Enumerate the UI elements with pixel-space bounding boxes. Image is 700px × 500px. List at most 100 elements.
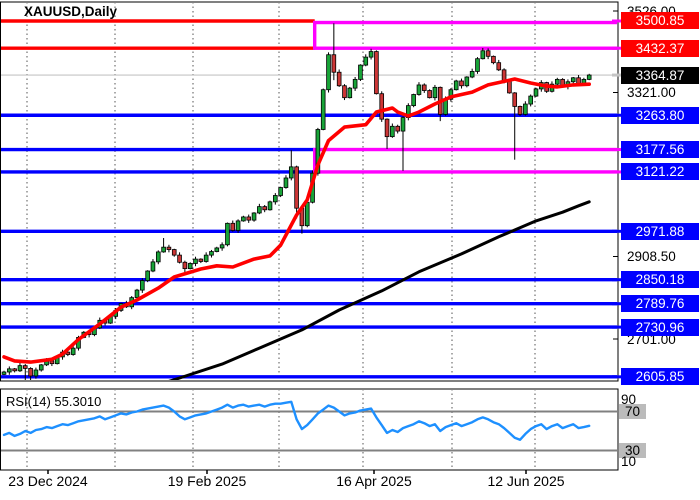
candle-bullish	[432, 86, 438, 99]
candle-bullish	[352, 78, 358, 89]
candle-bearish	[491, 55, 496, 64]
slow-ma-line	[168, 200, 591, 380]
candle-bearish	[246, 216, 252, 221]
price-badge: 3364.87	[621, 66, 699, 84]
symbol-timeframe-label: XAUUSD,Daily	[24, 4, 118, 19]
candle-bullish	[219, 244, 225, 249]
candle-bearish	[512, 92, 518, 107]
candle-bullish	[209, 251, 214, 256]
candle-bullish	[315, 129, 321, 174]
candle-bearish	[384, 118, 390, 138]
rsi-line	[2, 400, 591, 441]
candle-bullish	[278, 187, 283, 196]
price-axis-label: 2908.50	[627, 249, 676, 264]
candle-bullish	[453, 80, 459, 91]
candle-bullish	[203, 254, 209, 262]
candle-bearish	[177, 254, 182, 263]
candle-bearish	[395, 125, 400, 132]
candle-bearish	[12, 368, 17, 372]
candle-bullish	[469, 71, 475, 78]
candle-bullish	[326, 54, 331, 91]
candle-bullish	[475, 58, 480, 72]
candle-bullish	[480, 50, 486, 60]
candle-bullish	[17, 365, 23, 372]
candle-bearish	[342, 85, 347, 99]
price-badge: 2730.96	[621, 318, 699, 336]
candle-bullish	[368, 51, 374, 58]
rsi-pane-border	[0, 388, 619, 471]
price-badge: 2971.88	[621, 222, 699, 240]
candle-bearish	[22, 365, 28, 369]
candle-bearish	[331, 54, 337, 73]
candle-bullish	[241, 216, 246, 222]
fast-ma-line	[2, 77, 591, 364]
candle-bullish	[225, 222, 230, 246]
candle-bullish	[150, 261, 156, 272]
candle-bullish	[134, 289, 140, 299]
price-badge: 3263.80	[621, 106, 699, 124]
candle-bearish	[496, 62, 502, 71]
rsi-axis-label: 90	[621, 392, 637, 407]
candle-bearish	[379, 93, 385, 120]
candle-bullish	[464, 76, 470, 87]
candle-bearish	[427, 90, 432, 99]
date-label: 19 Feb 2025	[167, 473, 247, 489]
rsi-axis-badge: 30	[619, 443, 646, 458]
candle-bullish	[273, 195, 278, 203]
candle-bearish	[507, 80, 512, 94]
candle-bullish	[586, 74, 592, 80]
candle-bullish	[347, 87, 353, 99]
candle-bearish	[198, 258, 204, 262]
price-badge: 2605.85	[621, 368, 699, 386]
candle-bullish	[283, 177, 289, 188]
candle-bullish	[193, 258, 198, 264]
main-chart-pane[interactable]	[0, 2, 624, 390]
candle-bullish	[33, 369, 39, 377]
candle-bullish	[400, 117, 406, 132]
candle-bearish	[576, 77, 581, 84]
candle-bearish	[182, 261, 188, 270]
candle-bullish	[411, 94, 416, 107]
date-label: 16 Apr 2025	[336, 473, 412, 489]
candle-bearish	[459, 80, 464, 87]
candle-bullish	[416, 84, 422, 95]
candle-bullish	[235, 220, 241, 231]
price-badge: 3177.56	[621, 141, 699, 159]
candle-bullish	[251, 212, 257, 221]
candle-bearish	[166, 246, 172, 250]
candle-bearish	[28, 368, 33, 377]
price-badge: 2850.18	[621, 271, 699, 289]
candle-bullish	[187, 263, 193, 270]
candle-bullish	[358, 64, 363, 80]
candle-bearish	[421, 84, 427, 91]
candle-bullish	[38, 364, 44, 371]
candle-bullish	[140, 280, 145, 291]
candle-bullish	[7, 368, 12, 373]
price-badge: 3500.85	[621, 12, 699, 30]
candle-bearish	[517, 106, 523, 115]
rsi-indicator-label: RSI(14) 55.3010	[6, 394, 102, 409]
price-badge: 3432.37	[621, 39, 699, 57]
candle-bearish	[230, 222, 236, 231]
candle-bearish	[262, 206, 267, 211]
candle-bullish	[257, 206, 262, 214]
candle-bullish	[288, 166, 294, 179]
candle-bullish	[1, 371, 7, 375]
candle-bullish	[570, 77, 576, 83]
main-pane-border	[0, 1, 619, 382]
candle-bullish	[528, 95, 533, 105]
price-zone-rect	[312, 147, 617, 174]
candle-bullish	[70, 347, 76, 355]
candle-bullish	[304, 201, 310, 227]
candle-bullish	[155, 251, 161, 263]
candle-bearish	[294, 166, 299, 209]
rsi-pane[interactable]	[0, 389, 618, 470]
rsi-axis-label: 10	[621, 454, 637, 469]
candle-bullish	[320, 89, 326, 130]
candle-bearish	[336, 71, 342, 87]
candle-bullish	[267, 201, 273, 211]
candle-bullish	[390, 125, 395, 138]
date-label: 23 Dec 2024	[8, 473, 88, 489]
